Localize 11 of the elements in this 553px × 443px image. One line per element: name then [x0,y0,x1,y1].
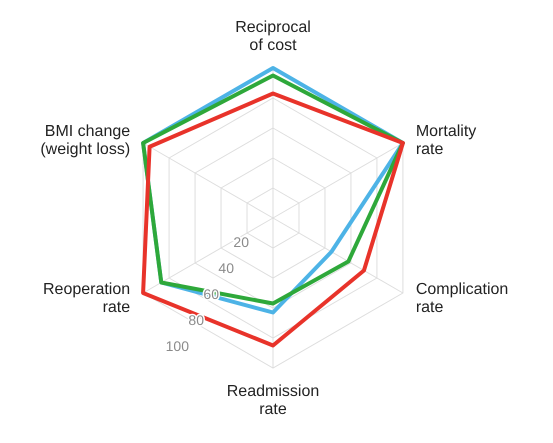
spoke-label: Complication rate [416,281,508,316]
spoke-label: Reciprocal of cost [235,19,311,54]
y-tick-label: 40 [218,260,234,276]
spoke-label: Readmission rate [226,383,320,418]
y-tick-label: 60 [203,286,220,302]
spoke-label: Mortality rate [416,123,476,158]
spoke-label: Reoperation rate [42,281,130,316]
y-tick-label: 100 [166,338,190,354]
y-tick-label: 20 [233,234,250,250]
spoke-label: BMI change (weight loss) [40,123,130,158]
y-tick-label: 80 [188,312,204,328]
